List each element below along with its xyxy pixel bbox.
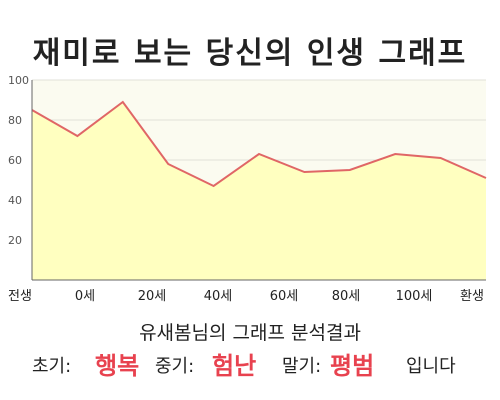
late-label: 말기:: [282, 356, 322, 377]
x-tick-label: 환생: [460, 289, 484, 304]
x-tick-label: 20세: [138, 289, 167, 304]
middle-label: 중기:: [155, 356, 195, 377]
x-tick-label: 40세: [204, 289, 233, 304]
result-suffix: 입니다: [406, 356, 456, 377]
y-tick-label: 40: [8, 194, 22, 207]
x-tick-label: 60세: [270, 289, 299, 304]
x-tick-label: 0세: [75, 289, 95, 304]
y-ticks: 20 40 60 80 100: [8, 74, 29, 247]
y-tick-label: 100: [8, 74, 29, 87]
x-tick-label: 100세: [396, 289, 433, 304]
series-line: [31, 100, 487, 188]
early-value: 행복: [95, 352, 140, 380]
analysis-result: 초기: 행복 중기: 험난 말기: 평범 입니다: [0, 345, 500, 385]
x-tick-label: 전생: [8, 289, 32, 304]
chart-title: 재미로 보는 당신의 인생 그래프: [32, 36, 468, 71]
life-chart: 20 40 60 80 100 전생 0세 20세 40세 60세 80세 100세 환생: [8, 74, 487, 304]
y-tick-label: 60: [8, 154, 22, 167]
x-ticks: 전생 0세 20세 40세 60세 80세 100세 환생: [8, 289, 484, 304]
late-value: 평범: [330, 352, 375, 380]
y-tick-label: 80: [8, 114, 22, 127]
y-tick-label: 20: [8, 234, 22, 247]
analysis-subtitle: 유새봄님의 그래프 분석결과: [139, 322, 361, 344]
middle-value: 험난: [212, 352, 257, 380]
x-tick-label: 80세: [332, 289, 361, 304]
series-area: [32, 102, 486, 280]
early-label: 초기:: [32, 356, 72, 377]
